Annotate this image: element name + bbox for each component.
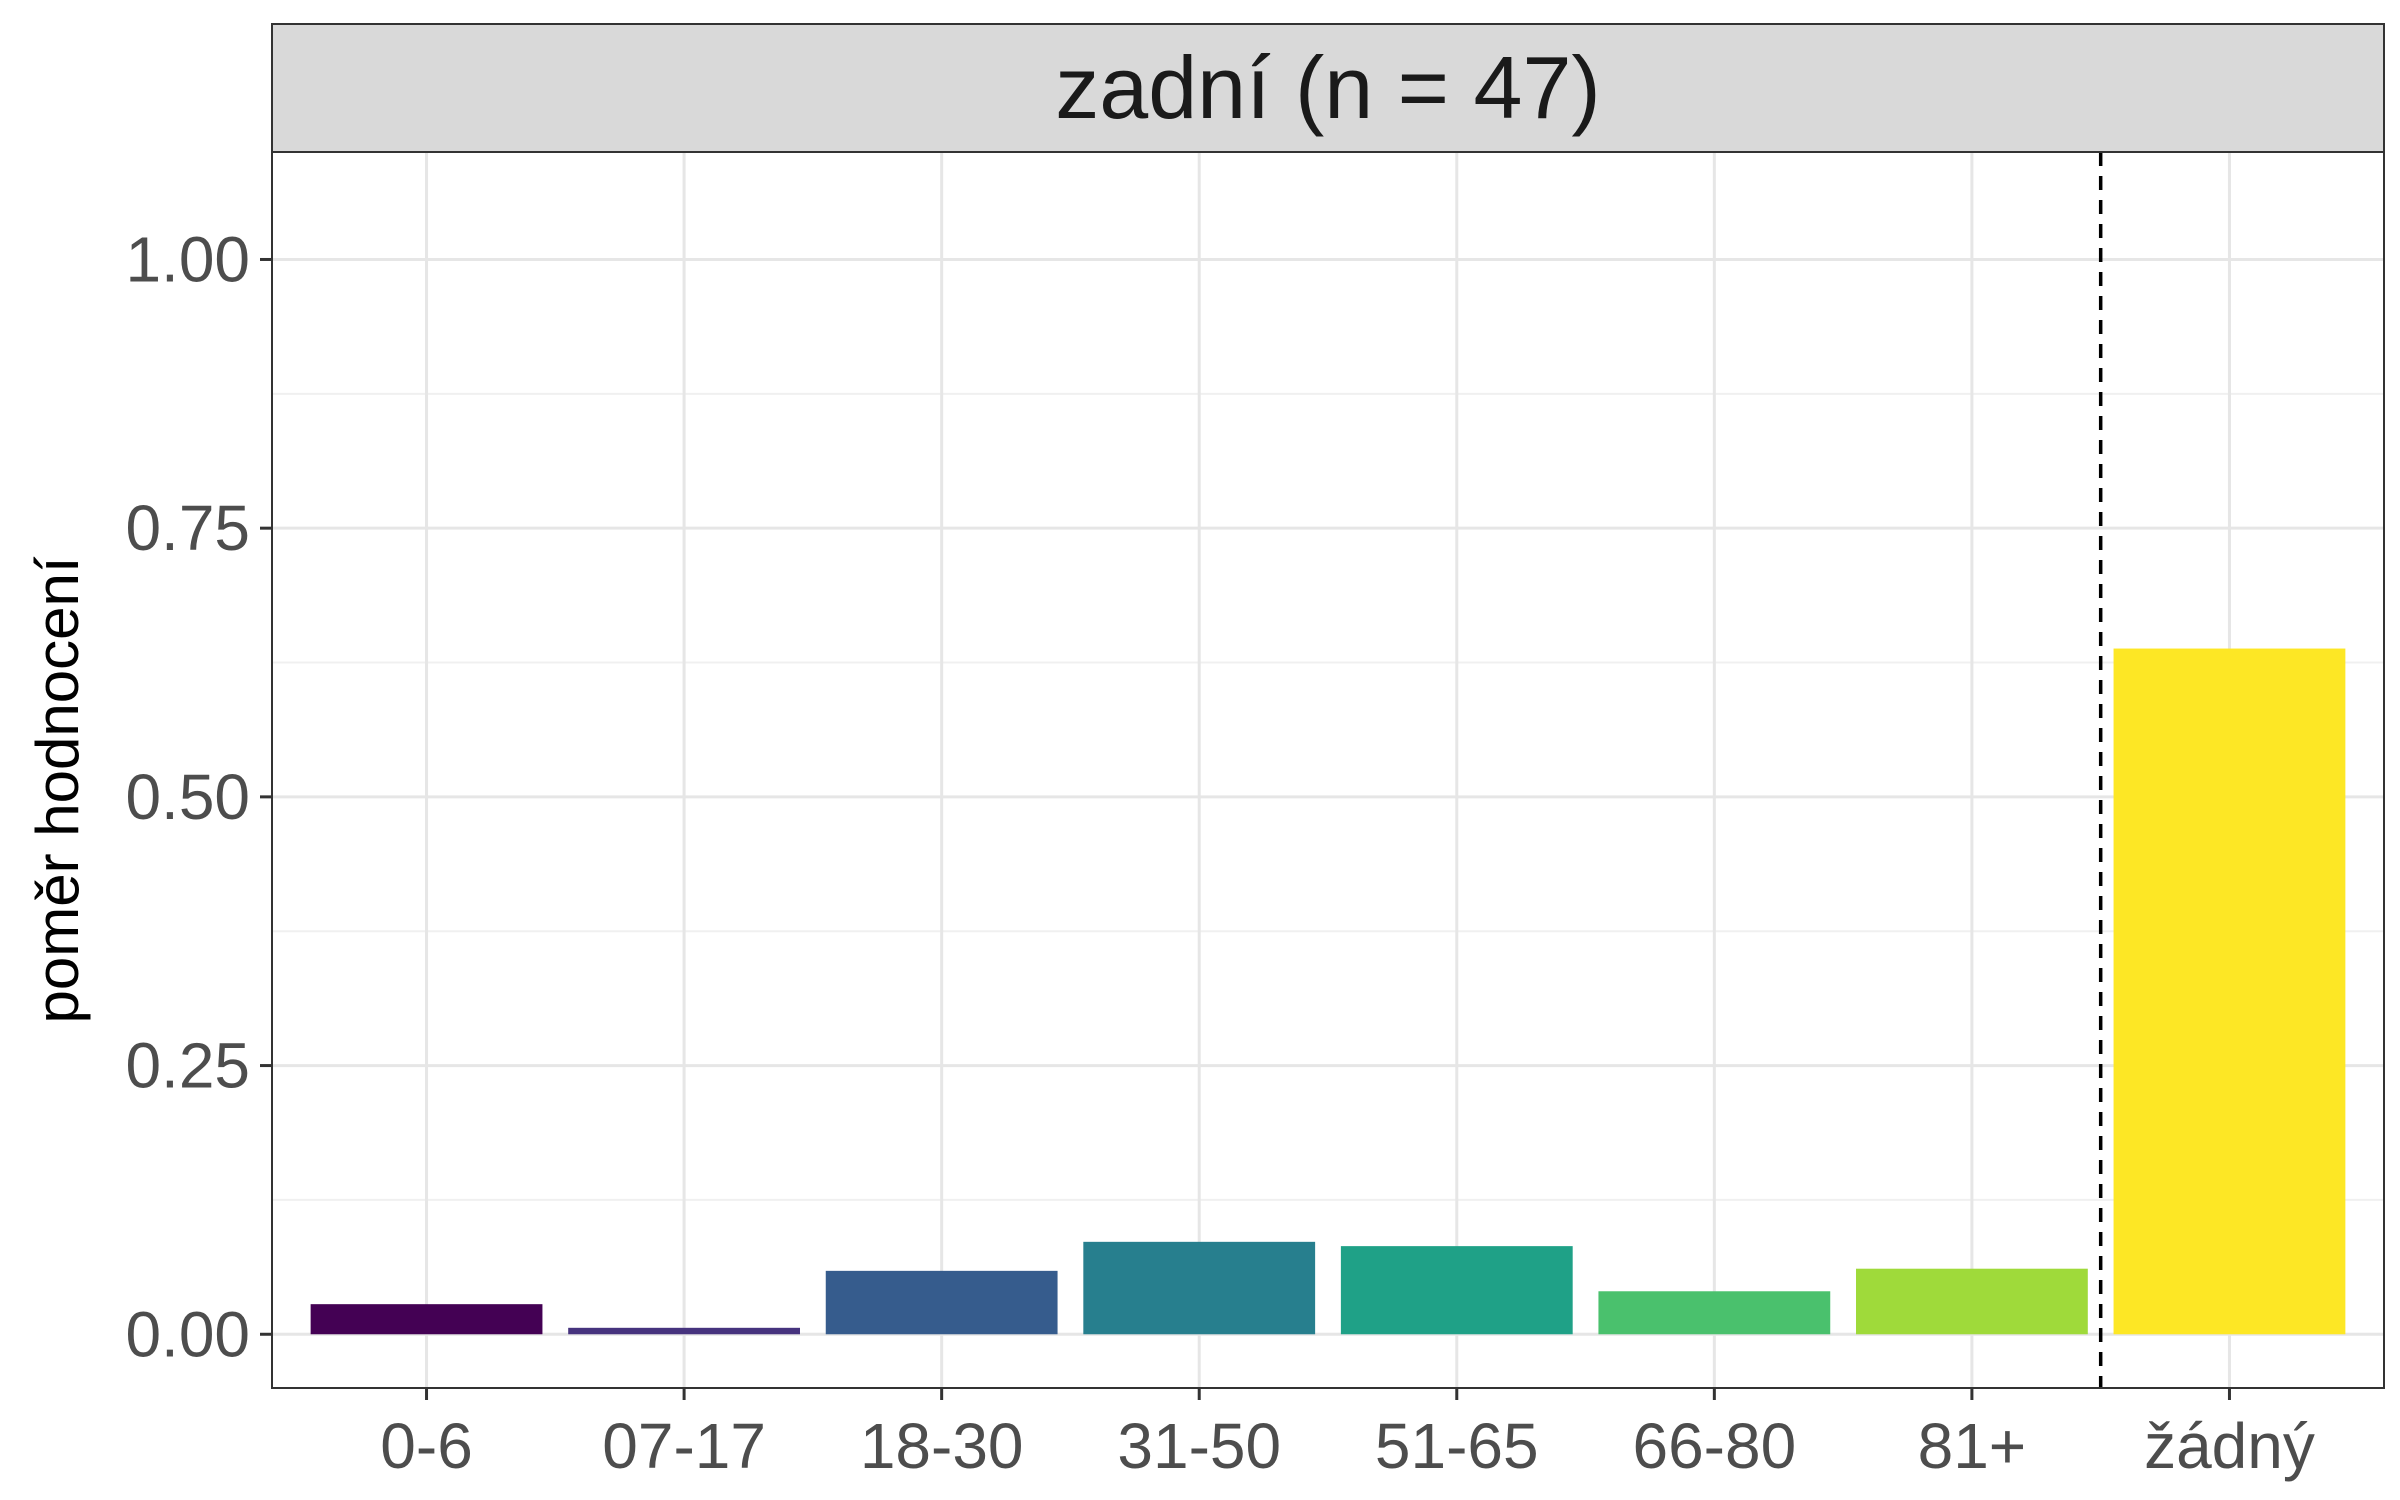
y-tick-label: 1.00 (125, 223, 250, 295)
grid-lines (272, 152, 2384, 1388)
panel-border (271, 151, 2385, 1389)
bar-žádný (2113, 648, 2346, 1335)
x-tick-label: žádný (2144, 1410, 2315, 1482)
x-tick-label: 81+ (1918, 1410, 2027, 1482)
x-tick-label: 31-50 (1117, 1410, 1281, 1482)
bar-0-6 (310, 1304, 543, 1335)
bar-31-50 (1083, 1241, 1316, 1335)
facet-label: zadní (n = 47) (1055, 38, 1600, 137)
x-tick-label: 07-17 (602, 1410, 766, 1482)
bar-81+ (1856, 1268, 2088, 1335)
y-tick-label: 0.00 (125, 1298, 250, 1370)
x-axis: 0-6 07-17 18-30 31-50 51-65 66-80 81+ žádný (380, 1388, 2315, 1482)
y-axis-title: poměr hodnocení (24, 556, 91, 1023)
y-tick-label: 0.50 (125, 761, 250, 833)
bar-66-80 (1598, 1291, 1831, 1335)
x-tick-label: 18-30 (860, 1410, 1024, 1482)
x-tick-label: 0-6 (380, 1410, 473, 1482)
x-tick-label: 66-80 (1632, 1410, 1796, 1482)
y-tick-label: 0.25 (125, 1030, 250, 1102)
y-axis: 0.00 0.25 0.50 0.75 1.00 (125, 223, 272, 1370)
bar-51-65 (1340, 1246, 1573, 1335)
bars (310, 648, 2346, 1335)
facet-strip (271, 23, 2385, 153)
bar-07-17 (568, 1327, 800, 1335)
x-tick-label: 51-65 (1375, 1410, 1539, 1482)
y-tick-label: 0.75 (125, 492, 250, 564)
bar-18-30 (825, 1270, 1058, 1335)
